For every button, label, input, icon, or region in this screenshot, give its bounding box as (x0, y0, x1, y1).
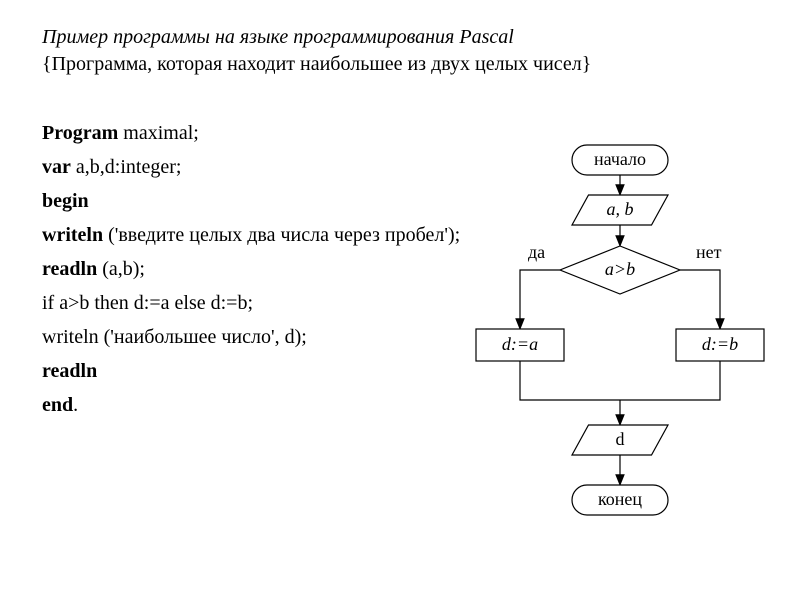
label-yes: да (528, 242, 545, 262)
code-rest: ('введите целых два числа через пробел')… (103, 224, 460, 246)
keyword: writeln (42, 224, 103, 246)
code-block: Program maximal; var a,b,d:integer; begi… (42, 116, 460, 422)
code-rest: a,b,d:integer; (71, 156, 182, 178)
keyword: var (42, 156, 71, 178)
node-label-end: конец (598, 489, 642, 509)
flowchart: начало a, b a>b d:=a d:=b d конец да нет (430, 130, 790, 590)
keyword: readln (42, 258, 97, 280)
code-line: if a>b then d:=a else d:=b; (42, 286, 460, 320)
code-line: begin (42, 184, 460, 218)
code-rest: maximal; (118, 122, 199, 144)
title-line-1: Пример программы на языке программирован… (42, 24, 591, 51)
node-label-start: начало (594, 149, 646, 169)
code-rest: . (73, 394, 78, 416)
code-line: var a,b,d:integer; (42, 150, 460, 184)
node-label-dec: a>b (605, 259, 635, 279)
code-line: writeln ('наибольшее число', d); (42, 320, 460, 354)
label-no: нет (696, 242, 722, 262)
keyword: end (42, 394, 73, 416)
code-line: readln (a,b); (42, 252, 460, 286)
node-label-assignB: d:=b (702, 334, 738, 354)
code-line: end. (42, 388, 460, 422)
keyword: Program (42, 122, 118, 144)
title-block: Пример программы на языке программирован… (42, 24, 591, 78)
node-label-input: a, b (607, 199, 634, 219)
keyword: begin (42, 190, 89, 212)
code-line: writeln ('введите целых два числа через … (42, 218, 460, 252)
code-rest: writeln ('наибольшее число', d); (42, 326, 307, 348)
code-rest: if a>b then d:=a else d:=b; (42, 292, 253, 314)
title-line-2: {Программа, которая находит наибольшее и… (42, 51, 591, 78)
code-line: readln (42, 354, 460, 388)
keyword: readln (42, 360, 97, 382)
code-rest: (a,b); (97, 258, 145, 280)
node-label-assignA: d:=a (502, 334, 538, 354)
code-line: Program maximal; (42, 116, 460, 150)
node-label-output: d (616, 429, 625, 449)
